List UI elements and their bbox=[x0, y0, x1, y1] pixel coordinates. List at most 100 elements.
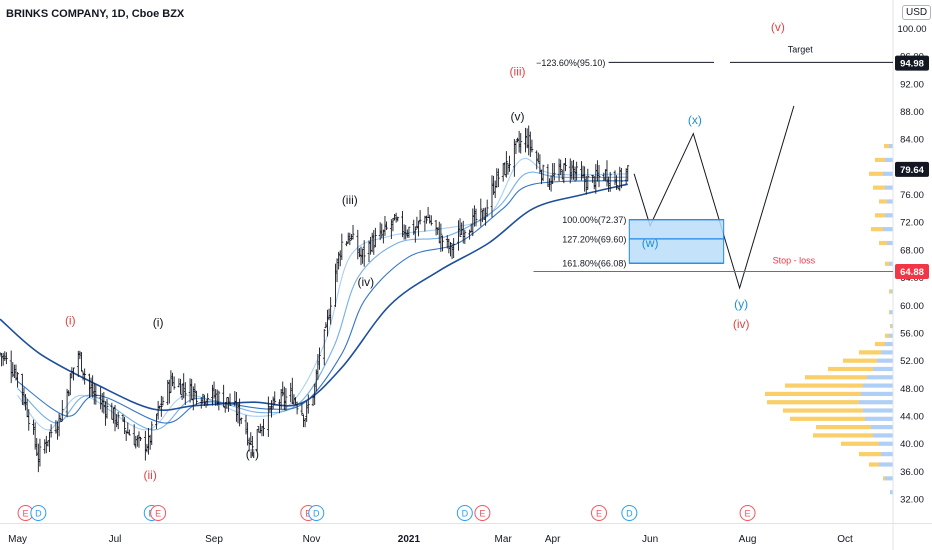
event-markers[interactable]: EDDEEDDEEDE bbox=[17, 505, 756, 521]
wave-label: (x) bbox=[688, 113, 702, 127]
volume-profile-blue-bar bbox=[885, 213, 893, 218]
volume-profile-yellow-bar bbox=[765, 391, 861, 397]
volume-profile-yellow-bar bbox=[869, 462, 879, 467]
volume-profile-yellow-bar bbox=[767, 400, 859, 405]
dividend-event-icon[interactable]: D bbox=[621, 505, 638, 521]
volume-profile-blue-bar bbox=[889, 333, 893, 338]
price-tick-label: 68.00 bbox=[900, 245, 924, 256]
event-circle bbox=[739, 505, 756, 521]
volume-profile-yellow-bar bbox=[805, 375, 867, 380]
time-tick-label: Oct bbox=[837, 534, 853, 545]
volume-profile-blue-bar bbox=[879, 462, 893, 467]
earnings-event-icon[interactable]: E bbox=[474, 505, 491, 521]
time-tick-label: Mar bbox=[495, 534, 513, 545]
target-fib-label: −123.60%(95.10) bbox=[536, 58, 605, 68]
dividend-event-icon[interactable]: D bbox=[30, 505, 47, 521]
volume-profile-blue-bar bbox=[889, 261, 893, 266]
volume-profile-yellow-bar bbox=[783, 408, 863, 413]
volume-profile-blue-bar bbox=[891, 289, 893, 294]
price-badge-text: 64.88 bbox=[900, 267, 924, 278]
price-badge bbox=[895, 161, 929, 177]
volume-profile-yellow-bar bbox=[785, 383, 863, 388]
volume-profile-blue-bar bbox=[881, 452, 893, 457]
event-circle bbox=[474, 505, 491, 521]
dividend-event-icon[interactable]: D bbox=[456, 505, 473, 521]
price-tick-label: 40.00 bbox=[900, 439, 924, 450]
ema-line bbox=[0, 183, 628, 411]
price-badges: 94.98 79.64 64.88 bbox=[895, 55, 929, 280]
volume-profile-yellow-bar bbox=[879, 240, 887, 246]
price-tick-label: 32.00 bbox=[900, 495, 924, 506]
time-tick-label: Aug bbox=[739, 534, 757, 545]
fib-level-label: 100.00%(72.37) bbox=[562, 215, 626, 225]
price-tick-label: 100.00 bbox=[897, 24, 926, 35]
wave-label: (i) bbox=[153, 316, 164, 330]
wave-label: (iv) bbox=[357, 275, 374, 289]
earnings-event-icon[interactable]: E bbox=[150, 505, 167, 521]
earnings-event-icon[interactable]: E bbox=[591, 505, 608, 521]
volume-profile-blue-bar bbox=[891, 323, 893, 329]
wave-label: (y) bbox=[734, 297, 748, 311]
time-tick-label: Jul bbox=[109, 534, 122, 545]
event-letter: E bbox=[155, 508, 161, 518]
fib-level-label: 127.20%(69.60) bbox=[562, 234, 626, 244]
price-tick-label: 60.00 bbox=[900, 301, 924, 312]
volume-profile-yellow-bar bbox=[813, 433, 873, 438]
fib-level-label: 161.80%(66.08) bbox=[562, 259, 626, 269]
price-badge-text: 79.64 bbox=[900, 165, 924, 176]
volume-profile-blue-bar bbox=[889, 143, 893, 149]
time-tick-label: Apr bbox=[545, 534, 561, 545]
time-tick-label: Nov bbox=[303, 534, 321, 545]
volume-profile-blue-bar bbox=[871, 425, 893, 430]
wave-label: (v) bbox=[511, 109, 525, 123]
event-letter: E bbox=[745, 508, 751, 518]
wave-label: (v) bbox=[771, 20, 785, 34]
wave-label: (ii) bbox=[246, 447, 259, 461]
time-tick-label: May bbox=[8, 534, 27, 545]
volume-profile-blue-bar bbox=[883, 171, 893, 176]
volume-profile-yellow-bar bbox=[790, 416, 865, 421]
time-tick-label: Sep bbox=[205, 534, 223, 545]
volume-profile-yellow-bar bbox=[843, 358, 877, 363]
price-badge bbox=[895, 55, 929, 71]
volume-profile-blue-bar bbox=[873, 366, 893, 372]
volume-profile-blue-bar bbox=[887, 240, 893, 246]
price-tick-label: 84.00 bbox=[900, 135, 924, 146]
event-letter: E bbox=[479, 508, 485, 518]
volume-profile-blue-bar bbox=[863, 383, 893, 388]
event-circle bbox=[308, 505, 325, 521]
earnings-event-icon[interactable]: E bbox=[739, 505, 756, 521]
time-axis[interactable]: May Jul Sep Nov 2021 Mar Apr Jun Aug Oct bbox=[8, 534, 853, 545]
price-tick-label: 72.00 bbox=[900, 218, 924, 229]
price-badge bbox=[895, 264, 929, 280]
volume-profile-blue-bar bbox=[863, 408, 893, 413]
volume-profile-blue-bar bbox=[890, 310, 893, 315]
wave-label: (ii) bbox=[143, 468, 156, 482]
ema-line bbox=[17, 157, 628, 431]
event-circle bbox=[30, 505, 47, 521]
volume-profile-blue-bar bbox=[885, 341, 893, 347]
volume-profile-yellow-bar bbox=[873, 185, 885, 190]
price-tick-label: 88.00 bbox=[900, 107, 924, 118]
volume-profile-blue-bar bbox=[887, 199, 893, 204]
event-letter: D bbox=[313, 508, 320, 518]
projection-path bbox=[633, 105, 795, 290]
event-circle bbox=[150, 505, 167, 521]
event-letter: D bbox=[626, 508, 633, 518]
volume-profile-yellow-bar bbox=[885, 333, 889, 338]
price-badge-text: 94.98 bbox=[900, 59, 924, 70]
event-circle bbox=[591, 505, 608, 521]
volume-profile-yellow-bar bbox=[859, 452, 881, 457]
volume-profile-blue-bar bbox=[873, 433, 893, 438]
moving-averages bbox=[0, 157, 628, 431]
volume-profile-blue-bar bbox=[867, 375, 893, 380]
price-tick-label: 76.00 bbox=[900, 190, 924, 201]
volume-profile-blue-bar bbox=[877, 358, 893, 363]
currency-label[interactable]: USD bbox=[902, 5, 932, 20]
price-tick-label: 56.00 bbox=[900, 328, 924, 339]
volume-profile-blue-bar bbox=[890, 490, 893, 495]
volume-profile-blue-bar bbox=[859, 400, 893, 405]
dividend-event-icon[interactable]: D bbox=[308, 505, 325, 521]
volume-profile-yellow-bar bbox=[869, 171, 883, 176]
